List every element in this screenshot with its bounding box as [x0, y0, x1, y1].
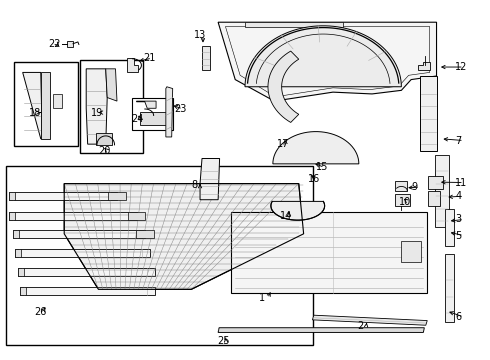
Text: 8: 8 [191, 180, 197, 190]
Polygon shape [395, 194, 410, 206]
Bar [5, 166, 314, 345]
Polygon shape [428, 192, 441, 206]
Text: 19: 19 [91, 108, 103, 118]
Polygon shape [200, 158, 220, 200]
Text: 11: 11 [455, 177, 467, 188]
Polygon shape [435, 155, 449, 226]
Polygon shape [41, 72, 49, 139]
Polygon shape [18, 268, 155, 276]
Polygon shape [96, 134, 112, 145]
Polygon shape [15, 249, 21, 257]
Polygon shape [268, 51, 299, 122]
Polygon shape [108, 192, 126, 200]
Text: 23: 23 [174, 104, 187, 114]
Text: 12: 12 [455, 62, 467, 72]
Polygon shape [9, 192, 117, 200]
Polygon shape [9, 212, 137, 220]
Polygon shape [64, 184, 304, 289]
Polygon shape [395, 181, 407, 192]
Text: 1: 1 [259, 293, 265, 303]
Text: 2: 2 [357, 321, 364, 331]
Bar [401, 241, 421, 262]
Polygon shape [273, 132, 359, 164]
Polygon shape [20, 287, 26, 295]
Polygon shape [140, 112, 167, 126]
Text: 22: 22 [49, 40, 61, 49]
Text: 3: 3 [455, 215, 461, 224]
Polygon shape [13, 230, 145, 238]
Polygon shape [420, 76, 437, 151]
Polygon shape [86, 69, 107, 144]
Text: 7: 7 [455, 136, 462, 145]
Polygon shape [9, 192, 15, 200]
Polygon shape [418, 62, 430, 69]
Polygon shape [128, 212, 146, 220]
Polygon shape [271, 201, 325, 220]
Polygon shape [445, 209, 454, 246]
Bar [14, 62, 78, 146]
Polygon shape [15, 249, 150, 257]
Polygon shape [13, 230, 19, 238]
Text: 20: 20 [98, 145, 111, 156]
Text: 9: 9 [411, 182, 417, 192]
Polygon shape [231, 212, 427, 293]
Text: 25: 25 [217, 336, 230, 346]
Polygon shape [53, 94, 62, 108]
Polygon shape [18, 268, 24, 276]
Text: 16: 16 [308, 174, 320, 184]
Polygon shape [106, 69, 117, 101]
Polygon shape [218, 328, 424, 332]
Text: 17: 17 [277, 139, 289, 149]
Text: 4: 4 [455, 191, 461, 201]
Text: 15: 15 [316, 162, 328, 172]
Text: 18: 18 [29, 108, 41, 118]
Polygon shape [137, 101, 156, 108]
Polygon shape [245, 22, 343, 27]
Polygon shape [23, 72, 42, 139]
Polygon shape [67, 41, 73, 47]
Polygon shape [428, 176, 443, 189]
Bar [132, 98, 173, 130]
Text: 14: 14 [280, 211, 293, 221]
Polygon shape [136, 230, 154, 238]
Bar [80, 60, 144, 153]
Polygon shape [245, 26, 401, 87]
Polygon shape [445, 253, 454, 321]
Polygon shape [127, 58, 138, 72]
Polygon shape [218, 22, 437, 101]
Text: 6: 6 [455, 312, 461, 322]
Polygon shape [313, 315, 427, 325]
Polygon shape [202, 45, 210, 69]
Text: 21: 21 [144, 53, 156, 63]
Text: 10: 10 [399, 197, 411, 207]
Polygon shape [20, 287, 155, 295]
Polygon shape [9, 212, 15, 220]
Text: 24: 24 [132, 114, 144, 124]
Text: 13: 13 [194, 30, 206, 40]
Text: 5: 5 [455, 231, 462, 240]
Text: 26: 26 [34, 307, 46, 316]
Polygon shape [166, 87, 172, 137]
